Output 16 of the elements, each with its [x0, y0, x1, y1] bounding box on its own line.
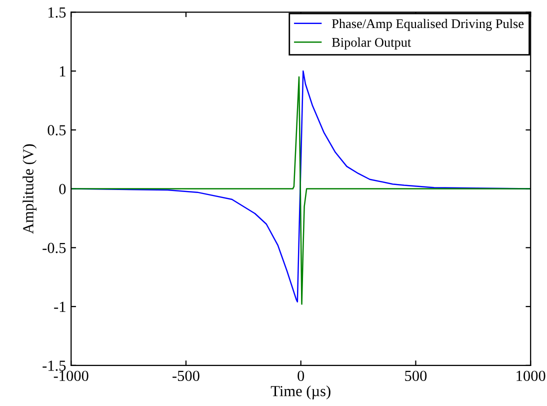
x-tick-label: 500 [405, 370, 427, 382]
x-tick-label: -1000 [54, 370, 88, 382]
x-axis-title: Time (µs) [270, 386, 330, 400]
legend-label: Phase/Amp Equalised Driving Pulse [332, 18, 524, 31]
y-tick-label: 1 [60, 66, 66, 76]
y-tick-label: 0 [59, 184, 66, 194]
y-tick-label: -1.5 [42, 360, 66, 371]
y-tick-label: 0.5 [48, 125, 66, 136]
y-tick-label: -1 [54, 302, 66, 312]
y-tick-label: -0.5 [42, 242, 66, 254]
x-tick-label: -500 [172, 370, 200, 382]
x-tick-label: 1000 [516, 370, 546, 382]
y-tick-label: 1.5 [48, 7, 66, 18]
legend-label: Bipolar Output [332, 38, 412, 50]
y-axis-title: Amplitude (V) [22, 144, 37, 234]
x-tick-label: 0 [298, 370, 304, 382]
